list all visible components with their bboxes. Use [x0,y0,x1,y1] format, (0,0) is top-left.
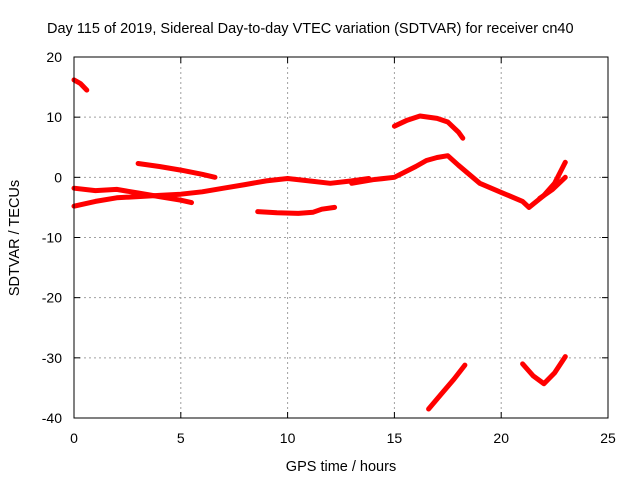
x-tick-label: 0 [70,430,78,446]
series-arc-9 [520,354,568,387]
series-arc-2 [71,185,194,206]
y-tick-label: 20 [46,49,62,65]
series-arc-1 [71,77,90,93]
series-arc-3 [71,176,372,209]
series-arc-4 [135,161,218,180]
series-arc-6 [349,153,568,210]
x-axis-label: GPS time / hours [286,459,396,475]
x-tick-label: 20 [493,430,509,446]
y-tick-label: 0 [54,169,62,185]
series-arc-7 [391,113,466,141]
data-series [71,77,568,412]
y-tick-label: -40 [42,410,62,426]
x-tick-label: 15 [387,430,403,446]
y-tick-label: -10 [42,230,62,246]
x-tick-label: 10 [280,430,296,446]
chart-title: Day 115 of 2019, Sidereal Day-to-day VTE… [47,21,574,37]
series-arc-8 [426,362,468,412]
x-tick-label: 5 [177,430,185,446]
axis-ticks [73,56,609,419]
grid [74,57,608,418]
series-arc-5 [255,204,338,216]
x-tick-label: 25 [600,430,616,446]
series-arc-10 [537,174,568,201]
y-tick-label: -20 [42,290,62,306]
y-tick-label: -30 [42,350,62,366]
y-tick-label: 10 [46,109,62,125]
y-axis-label: SDTVAR / TECUs [7,180,23,296]
